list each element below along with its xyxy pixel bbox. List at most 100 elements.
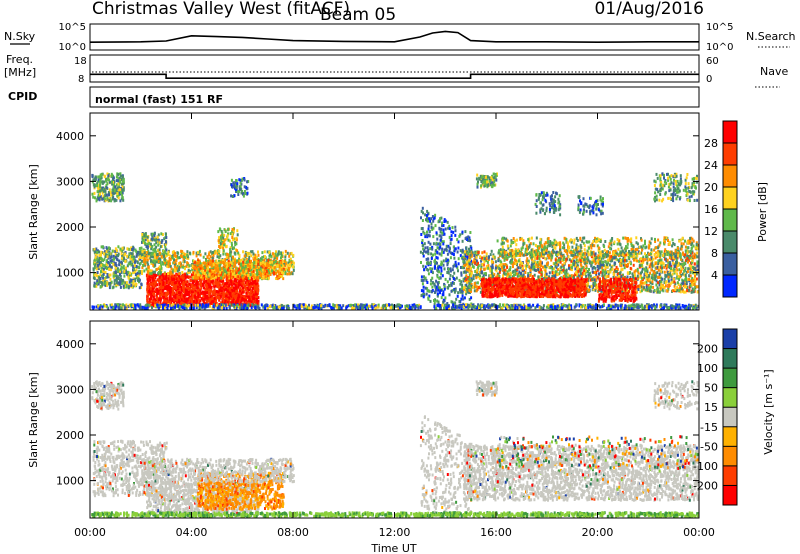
rti-cell [257, 253, 260, 257]
rti-cell [195, 254, 198, 258]
rti-cell [250, 259, 252, 263]
rti-cell [151, 251, 154, 255]
rti-cell [292, 261, 295, 265]
rti-cell [175, 277, 178, 281]
rti-cell [212, 300, 215, 303]
rti-cell [160, 264, 162, 268]
rti-cell [165, 261, 168, 265]
rti-cell [214, 281, 217, 285]
rti-cell [240, 293, 243, 296]
rti-cell [174, 251, 177, 255]
rti-cell [117, 188, 120, 192]
rti-cell [202, 255, 205, 259]
rti-cell [204, 275, 207, 279]
rti-cell [152, 259, 155, 263]
rti-cell [448, 293, 451, 297]
rti-cell [197, 261, 200, 265]
rti-cell [129, 271, 132, 275]
rti-cell [175, 281, 178, 284]
rti-cell [212, 282, 215, 286]
rti-cell [194, 291, 197, 295]
rti-cell [233, 282, 236, 286]
rti-cell [142, 264, 145, 267]
rti-cell [208, 260, 211, 264]
cpid-text: normal (fast) 151 RF [95, 93, 223, 106]
rti-cell [108, 264, 111, 267]
rti-cell [241, 297, 244, 301]
rti-cell [426, 281, 429, 284]
rti-cell [149, 288, 152, 292]
rti-cell [103, 264, 106, 268]
rti-cell [449, 251, 452, 255]
rti-cell [162, 252, 165, 256]
rti-cell [163, 237, 166, 241]
rti-cell [221, 306, 224, 309]
rti-cell [125, 268, 127, 272]
rti-cell [290, 251, 293, 255]
rti-cell [454, 229, 457, 233]
rti-cell [159, 261, 162, 264]
rti-cell [122, 178, 125, 181]
rti-cell [150, 271, 153, 275]
rti-cell [112, 258, 115, 262]
rti-cell [179, 291, 182, 295]
rti-cell [107, 282, 110, 286]
rti-cell [437, 282, 440, 286]
rti-cell [176, 282, 179, 286]
rti-cell [145, 245, 148, 249]
rti-cell [211, 296, 214, 300]
rti-cell [197, 288, 200, 292]
rti-cell [147, 249, 150, 253]
rti-cell [181, 271, 184, 274]
rti-cell [183, 260, 186, 264]
rti-cell [213, 271, 216, 275]
rti-cell [218, 269, 221, 273]
rti-cell [183, 283, 186, 287]
rti-cell [244, 273, 247, 277]
rti-cell [156, 235, 159, 239]
rti-cell [123, 274, 126, 278]
rti-cell [173, 269, 176, 273]
rti-cell [234, 274, 237, 278]
rti-cell [105, 184, 108, 187]
rti-cell [242, 194, 245, 198]
rti-cell [159, 284, 162, 288]
rti-cell [98, 253, 101, 257]
rti-cell [228, 287, 231, 291]
rti-cell [153, 250, 156, 254]
rti-cell [158, 286, 161, 290]
rti-cell [217, 280, 220, 284]
rti-cell [144, 262, 147, 266]
rti-cell [157, 260, 160, 264]
rti-cell [129, 248, 132, 252]
rti-cell [182, 290, 185, 294]
rti-cell [204, 304, 207, 308]
rti-cell [119, 188, 122, 192]
rti-cell [244, 277, 246, 281]
rti-cell [362, 304, 365, 307]
rti-cell [450, 237, 453, 241]
rti-cell [173, 294, 176, 298]
rti-cell [250, 300, 253, 303]
rti-cell [281, 258, 284, 262]
rti-cell [141, 239, 144, 243]
rti-cell [103, 187, 106, 191]
rti-cell [193, 276, 196, 280]
rti-cell [164, 244, 167, 248]
rti-cell [269, 252, 272, 256]
rti-cell [244, 265, 247, 268]
rti-cell [136, 251, 139, 254]
rti-cell [196, 251, 199, 254]
rti-cell [443, 248, 446, 252]
rti-cell [459, 249, 462, 253]
rti-cell [194, 273, 197, 277]
rti-cell [281, 275, 284, 278]
rti-cell [130, 263, 133, 267]
rti-cell [142, 250, 145, 254]
rti-cell [149, 300, 152, 304]
rti-cell [182, 255, 185, 259]
rti-cell [382, 304, 385, 308]
rti-cell [254, 264, 257, 268]
rti-cell [171, 292, 174, 296]
rti-cell [227, 303, 230, 306]
